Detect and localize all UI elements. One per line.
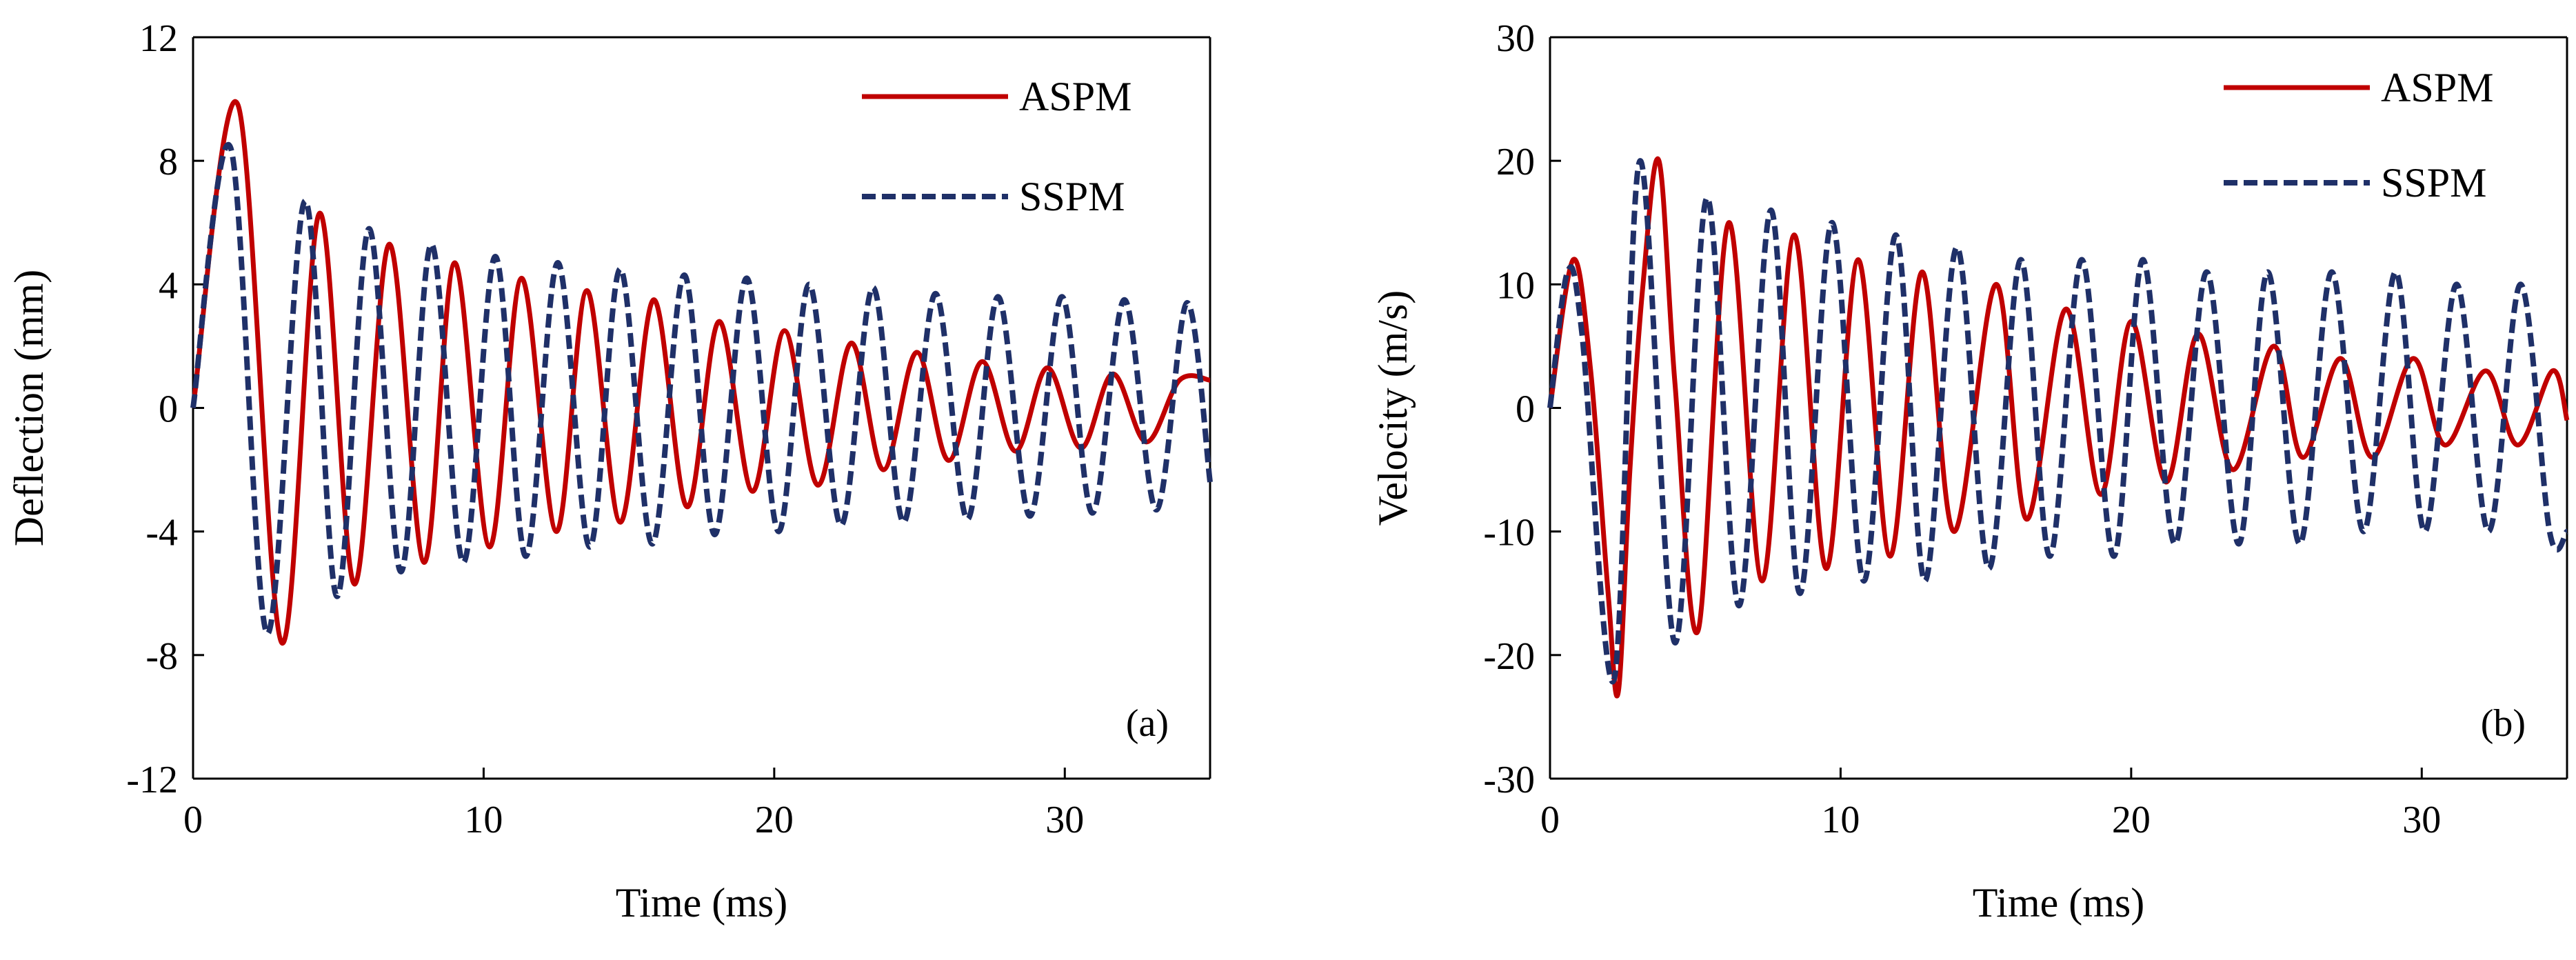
legend-label-aspm: ASPM — [2381, 65, 2493, 110]
series-line-sspm — [190, 142, 1213, 637]
x-tick-label: 10 — [1821, 799, 1860, 841]
y-tick-label: 8 — [159, 141, 178, 183]
x-tick-label: 20 — [755, 799, 794, 841]
y-tick-label: 30 — [1496, 17, 1535, 60]
x-tick-label: 30 — [2402, 799, 2441, 841]
legend-label-sspm: SSPM — [1019, 174, 1125, 219]
y-tick-label: 4 — [159, 264, 178, 307]
y-tick-label: 0 — [159, 388, 178, 431]
series-line-aspm — [1547, 156, 2570, 699]
y-tick-label: -30 — [1483, 759, 1535, 801]
legend-label-aspm: ASPM — [1019, 74, 1131, 119]
y-tick-label: -10 — [1483, 512, 1535, 554]
x-tick-label: 20 — [2112, 799, 2151, 841]
y-tick-label: -8 — [145, 635, 178, 678]
y-axis-label: Deflection (mm) — [6, 270, 52, 547]
y-tick-label: -20 — [1483, 635, 1535, 678]
chart-panel-b: -30 -20 -10 0 10 20 30 0 10 20 30 Time (ms) Velocity… — [1370, 17, 2570, 926]
x-tick-label: 0 — [1540, 799, 1560, 841]
x-axis-label: Time (ms) — [616, 880, 788, 926]
x-tick-label: 30 — [1045, 799, 1084, 841]
x-tick-label: 10 — [464, 799, 503, 841]
y-tick-label: 20 — [1496, 141, 1535, 183]
panel-label: (a) — [1126, 702, 1169, 745]
y-tick-label: -4 — [145, 512, 178, 554]
y-tick-label: -12 — [126, 759, 178, 801]
y-axis-label: Velocity (m/s) — [1370, 290, 1416, 526]
y-tick-label: 10 — [1496, 264, 1535, 307]
x-tick-label: 0 — [183, 799, 203, 841]
chart-panel-a: -12 -8 -4 0 4 8 12 0 10 20 30 Time (ms) Deflection (… — [6, 17, 1213, 926]
series-line-sspm — [1547, 158, 2570, 685]
y-tick-label: 12 — [139, 17, 178, 60]
panel-label: (b) — [2481, 702, 2526, 745]
series-line-aspm — [190, 99, 1211, 646]
y-tick-label: 0 — [1516, 388, 1535, 431]
x-axis-label: Time (ms) — [1973, 880, 2145, 926]
legend-label-sspm: SSPM — [2381, 160, 2486, 206]
